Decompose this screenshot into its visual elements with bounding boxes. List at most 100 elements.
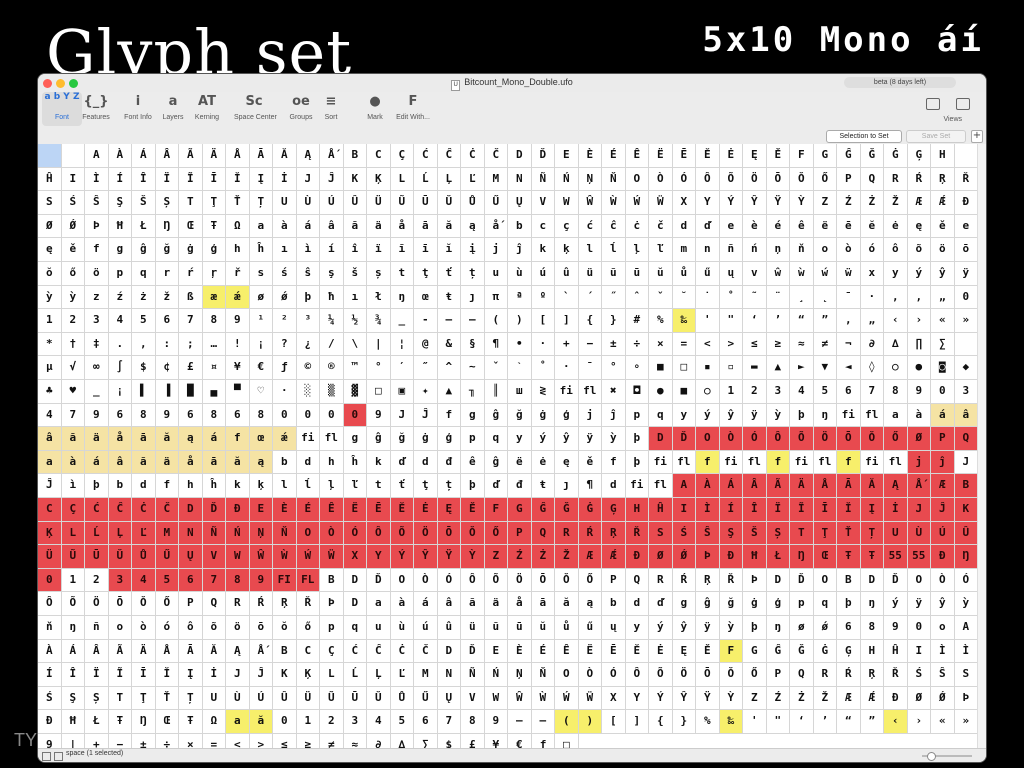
glyph-cell[interactable]: ŏ	[273, 616, 297, 639]
glyph-cell[interactable]: ÿ	[955, 262, 978, 285]
glyph-cell[interactable]: à	[391, 592, 414, 615]
glyph-cell[interactable]: ¯	[837, 285, 861, 309]
glyph-cell[interactable]: Ŝ	[931, 663, 955, 686]
glyph-cell[interactable]: Ô	[626, 663, 649, 686]
glyph-cell[interactable]: P	[508, 521, 532, 545]
glyph-cell[interactable]: Ó	[673, 167, 696, 191]
glyph-cell[interactable]: ĵ	[602, 403, 626, 427]
glyph-cell[interactable]: đ	[508, 474, 532, 497]
glyph-cell[interactable]: Ò	[320, 521, 344, 545]
glyph-cell[interactable]: Ê	[626, 144, 649, 167]
glyph-cell[interactable]: €	[250, 356, 273, 379]
glyph-cell[interactable]: Ż	[790, 686, 814, 710]
glyph-cell[interactable]: y	[508, 427, 532, 450]
glyph-cell[interactable]: j	[579, 403, 602, 427]
glyph-cell[interactable]: À	[109, 144, 132, 167]
glyph-cell[interactable]: Ń	[485, 663, 508, 686]
glyph-cell[interactable]: 6	[156, 309, 179, 332]
glyph-cell[interactable]: Ċ	[391, 639, 414, 663]
glyph-cell[interactable]: 9	[38, 734, 62, 749]
glyph-cell[interactable]: Ģ	[602, 498, 626, 521]
glyph-cell[interactable]: %	[649, 309, 673, 332]
glyph-cell[interactable]: þ	[626, 427, 649, 450]
glyph-cell[interactable]: ]	[555, 309, 579, 332]
glyph-cell[interactable]: B	[837, 568, 861, 592]
glyph-cell[interactable]: ú	[414, 616, 438, 639]
glyph-cell[interactable]: ń	[743, 238, 767, 261]
glyph-cell[interactable]: Ŏ	[461, 521, 485, 545]
glyph-cell[interactable]: fi	[720, 450, 743, 474]
glyph-cell[interactable]: y	[673, 403, 696, 427]
glyph-cell[interactable]: þ	[85, 474, 109, 497]
glyph-cell[interactable]: ý	[532, 427, 555, 450]
glyph-cell[interactable]: ǻ	[485, 214, 508, 238]
glyph-cell[interactable]: Ö	[673, 663, 696, 686]
glyph-cell[interactable]: Ő	[743, 663, 767, 686]
glyph-cell[interactable]: b	[508, 214, 532, 238]
glyph-cell[interactable]: ê	[790, 214, 814, 238]
features-tool-button[interactable]: {_} Features	[76, 92, 116, 126]
glyph-cell[interactable]: «	[931, 710, 955, 733]
glyph-cell[interactable]: Ű	[155, 545, 179, 568]
glyph-cell[interactable]: C	[367, 144, 391, 167]
glyph-cell[interactable]: ≥	[767, 332, 790, 356]
glyph-cell[interactable]: Ī	[203, 167, 226, 191]
glyph-cell[interactable]: U	[203, 686, 226, 710]
glyph-cell[interactable]: Ū	[414, 191, 438, 214]
glyph-cell[interactable]: ă	[226, 450, 250, 474]
glyph-cell[interactable]: D	[767, 568, 790, 592]
glyph-cell[interactable]: f	[766, 450, 790, 474]
glyph-cell[interactable]: Ĩ	[179, 167, 203, 191]
glyph-cell[interactable]: ✦	[414, 380, 438, 403]
glyph-cell[interactable]: 4	[109, 309, 132, 332]
glyph-cell[interactable]: Ø	[907, 427, 931, 450]
layers-tool-button[interactable]: a Layers	[153, 92, 193, 126]
glyph-cell[interactable]: ¥	[485, 734, 508, 749]
glyph-cell[interactable]: Ĩ	[109, 663, 132, 686]
glyph-cell[interactable]: ì	[62, 474, 85, 497]
glyph-cell[interactable]: ≈	[790, 332, 814, 356]
glyph-cell[interactable]: Ķ	[297, 663, 320, 686]
glyph-cell[interactable]: f	[226, 427, 250, 450]
glyph-cell[interactable]: √	[62, 356, 85, 379]
glyph-cell[interactable]: Ç	[391, 144, 414, 167]
glyph-cell[interactable]: O	[555, 663, 579, 686]
glyph-cell[interactable]: Ğ	[555, 498, 579, 521]
glyph-cell[interactable]: ‚	[837, 309, 861, 332]
glyph-cell[interactable]: Í	[38, 663, 62, 686]
glyph-cell[interactable]: ğ	[720, 592, 743, 615]
glyph-cell[interactable]: ù	[508, 262, 532, 285]
glyph-cell[interactable]: ú	[532, 262, 555, 285]
glyph-cell[interactable]: Ö	[743, 167, 767, 191]
glyph-cell[interactable]: s	[250, 262, 273, 285]
glyph-cell[interactable]: Þ	[696, 545, 720, 568]
glyph-cell[interactable]: ū	[508, 616, 532, 639]
glyph-cell[interactable]: ˛	[814, 285, 837, 309]
glyph-cell[interactable]: H	[861, 639, 884, 663]
glyph-cell[interactable]: †	[62, 332, 85, 356]
glyph-cell[interactable]: ġ	[179, 238, 203, 261]
glyph-cell[interactable]: Â	[85, 639, 109, 663]
glyph-cell[interactable]: R	[814, 663, 837, 686]
glyph-cell[interactable]: Ĉ	[438, 144, 461, 167]
glyph-cell[interactable]: Ì	[955, 639, 978, 663]
glyph-cell[interactable]: K	[344, 167, 367, 191]
glyph-cell[interactable]: Ĝ	[837, 144, 861, 167]
glyph-cell[interactable]: U	[273, 191, 297, 214]
glyph-cell[interactable]: Ř	[884, 663, 908, 686]
glyph-cell[interactable]: ý	[696, 403, 720, 427]
glyph-cell[interactable]: Ď	[461, 639, 485, 663]
glyph-cell[interactable]: Ǽ	[602, 545, 626, 568]
glyph-cell[interactable]: Ǿ	[931, 686, 955, 710]
glyph-cell[interactable]: G	[814, 144, 837, 167]
glyph-cell[interactable]: Ĕ	[626, 639, 649, 663]
glyph-cell[interactable]: ș	[367, 262, 391, 285]
glyph-cell[interactable]: fl	[673, 450, 696, 474]
glyph-cell[interactable]: '	[743, 710, 767, 733]
glyph-cell[interactable]: ŷ	[720, 403, 743, 427]
glyph-cell[interactable]: ț	[461, 262, 485, 285]
glyph-cell[interactable]: ģ	[555, 403, 579, 427]
glyph-cell[interactable]: Ẅ	[649, 191, 673, 214]
glyph-cell[interactable]: 3	[955, 380, 978, 403]
glyph-cell[interactable]: ġ	[532, 403, 555, 427]
